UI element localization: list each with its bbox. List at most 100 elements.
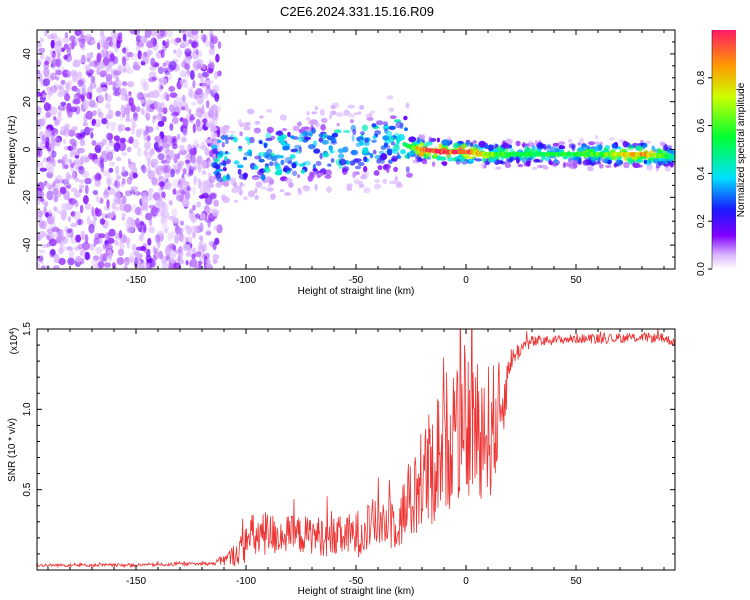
spectrogram-cell bbox=[115, 138, 120, 149]
spectrogram-cell bbox=[114, 180, 121, 189]
spectrogram-cell bbox=[121, 177, 126, 185]
spectrogram-cell bbox=[73, 190, 81, 198]
spectrogram-cell bbox=[380, 153, 388, 160]
spectrogram-cell bbox=[38, 160, 45, 166]
spectrogram-cell bbox=[144, 108, 151, 118]
spectrogram-cell bbox=[297, 174, 301, 179]
spectrogram-cell bbox=[84, 234, 89, 244]
spectrogram-cell bbox=[158, 82, 164, 92]
spectrogram-cell bbox=[147, 158, 151, 167]
spectrogram-cell bbox=[38, 230, 47, 238]
spectrogram-cell bbox=[154, 102, 162, 110]
spectrogram-cell bbox=[179, 70, 187, 78]
spectrogram-ytick-label: 20 bbox=[22, 96, 33, 108]
spectrogram-cell bbox=[147, 165, 151, 175]
spectrogram-cell bbox=[521, 157, 528, 164]
spectrogram-cell bbox=[141, 195, 149, 206]
spectrogram-cell bbox=[51, 58, 59, 67]
spectrogram-cell bbox=[158, 66, 164, 75]
spectrogram-cell bbox=[38, 218, 44, 228]
spectrogram-cell bbox=[200, 76, 204, 83]
spectrogram-cell bbox=[330, 110, 337, 116]
spectrogram-cell bbox=[105, 102, 111, 110]
spectrogram-cell bbox=[84, 65, 91, 72]
spectrogram-cell bbox=[143, 224, 147, 233]
colorbar-gradient bbox=[712, 30, 736, 269]
spectrogram-cell bbox=[100, 49, 107, 58]
spectrogram-cell bbox=[141, 164, 147, 174]
spectrogram-cell bbox=[338, 153, 345, 160]
spectrogram-cell bbox=[205, 122, 212, 128]
spectrogram-xlabel: Height of straight line (km) bbox=[298, 286, 415, 297]
spectrogram-cell bbox=[554, 157, 558, 165]
spectrogram-cell bbox=[243, 126, 251, 131]
spectrogram-cell bbox=[165, 93, 170, 102]
spectrogram-cell bbox=[37, 91, 41, 97]
spectrogram-cell bbox=[129, 171, 136, 181]
spectrogram-cell bbox=[149, 149, 155, 156]
spectrogram-cell bbox=[359, 105, 365, 110]
spectrogram-cell bbox=[91, 258, 98, 266]
spectrogram-cell bbox=[170, 168, 175, 178]
spectrogram-cell bbox=[122, 47, 127, 54]
spectrogram-xtick-label: -50 bbox=[349, 275, 364, 286]
spectrogram-cell bbox=[128, 136, 134, 144]
spectrogram-cell bbox=[393, 166, 398, 173]
spectrogram-cell bbox=[93, 159, 99, 165]
spectrogram-cell bbox=[177, 248, 184, 258]
spectrogram-cell bbox=[169, 123, 174, 131]
spectrogram-cell bbox=[201, 79, 207, 89]
snr-xtick-label: 0 bbox=[463, 576, 469, 587]
spectrogram-cell bbox=[148, 219, 153, 227]
spectrogram-cell bbox=[146, 258, 153, 264]
spectrogram-cell bbox=[222, 175, 227, 182]
spectrogram-cell bbox=[121, 212, 126, 219]
snr-ytick-label: 1.0 bbox=[22, 402, 33, 416]
spectrogram-cell bbox=[265, 137, 273, 142]
spectrogram-cell bbox=[95, 119, 101, 127]
spectrogram-cell bbox=[85, 110, 93, 120]
spectrogram-cell bbox=[487, 144, 494, 151]
spectrogram-cell bbox=[386, 148, 393, 156]
spectrogram-cell bbox=[136, 206, 141, 215]
spectrogram-cell bbox=[132, 64, 141, 71]
spectrogram-cell bbox=[239, 131, 243, 137]
spectrogram-cell bbox=[351, 134, 355, 142]
spectrogram-cell bbox=[212, 148, 218, 155]
spectrogram-cell bbox=[348, 112, 352, 118]
spectrogram-cell bbox=[182, 33, 187, 42]
spectrogram-cell bbox=[405, 166, 410, 173]
spectrogram-cell bbox=[599, 163, 604, 169]
spectrogram-cell bbox=[124, 256, 130, 266]
spectrogram-cell bbox=[217, 41, 222, 49]
spectrogram-cell bbox=[37, 198, 41, 205]
spectrogram-cell bbox=[65, 82, 70, 90]
spectrogram-cell bbox=[168, 72, 173, 80]
spectrogram-cell bbox=[93, 122, 101, 128]
spectrogram-cell bbox=[68, 129, 76, 137]
spectrogram-cell bbox=[192, 80, 196, 89]
spectrogram-cell bbox=[154, 196, 163, 202]
spectrogram-cell bbox=[242, 156, 248, 161]
spectrogram-cell bbox=[238, 122, 244, 128]
spectrogram-cell bbox=[188, 235, 193, 245]
spectrogram-cell bbox=[146, 50, 151, 58]
spectrogram-cell bbox=[314, 183, 318, 191]
spectrogram-cell bbox=[207, 160, 212, 167]
spectrogram-cell bbox=[173, 49, 177, 54]
spectrogram-cell bbox=[528, 139, 533, 145]
spectrogram-cell bbox=[64, 225, 68, 233]
spectrogram-cell bbox=[147, 171, 151, 177]
spectrogram-cell bbox=[39, 190, 45, 198]
spectrogram-ylabel: Frequency (Hz) bbox=[7, 116, 18, 185]
spectrogram-cell bbox=[50, 249, 56, 256]
spectrogram-cell bbox=[62, 73, 69, 78]
spectrogram-cell bbox=[368, 112, 373, 118]
spectrogram-cell bbox=[160, 164, 169, 174]
spectrogram-cell bbox=[619, 148, 625, 152]
spectrogram-cell bbox=[160, 92, 165, 101]
spectrogram-cell bbox=[46, 182, 52, 188]
spectrogram-cell bbox=[607, 159, 612, 165]
spectrogram-cell bbox=[635, 159, 644, 163]
colorbar-label: Normalized spectral amplitude bbox=[736, 82, 747, 217]
